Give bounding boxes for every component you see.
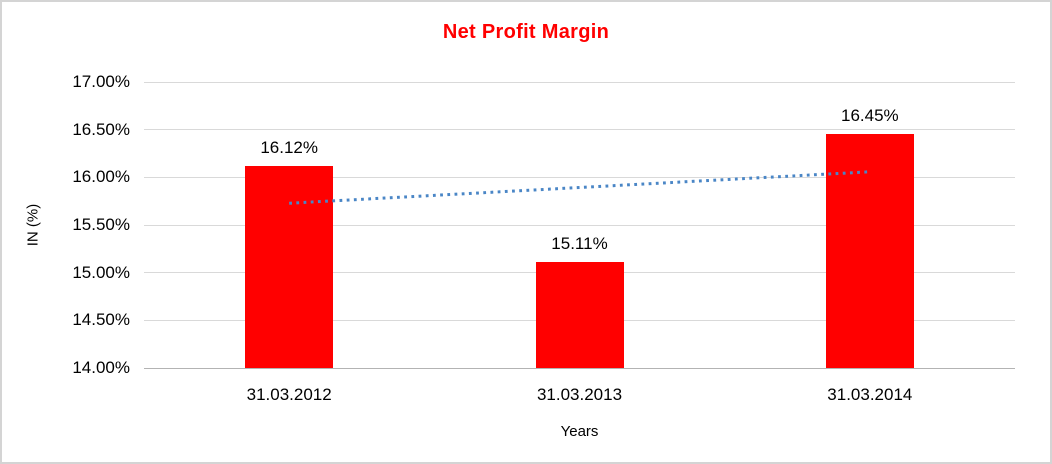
x-axis-tick-label: 31.03.2013 bbox=[536, 385, 623, 404]
x-axis-baseline bbox=[144, 367, 1015, 369]
chart-title: Net Profit Margin bbox=[442, 21, 610, 43]
y-axis-title: IN (%) bbox=[24, 203, 42, 247]
bar-value-label: 16.12% bbox=[260, 137, 318, 157]
y-axis-tick-label: 17.00% bbox=[72, 72, 130, 91]
bar-value-label: 16.45% bbox=[840, 106, 899, 126]
x-axis-tick-label: 31.03.2014 bbox=[827, 385, 913, 404]
bar-31.03.2014 bbox=[825, 134, 914, 368]
y-axis-tick-label: 14.50% bbox=[72, 310, 130, 330]
bar-31.03.2013 bbox=[535, 262, 624, 368]
gridline bbox=[144, 129, 1015, 131]
x-axis-title: Years bbox=[560, 423, 599, 440]
bar-31.03.2012 bbox=[245, 165, 334, 368]
y-axis-tick-label: 15.50% bbox=[72, 215, 130, 234]
bar-value-label: 15.11% bbox=[551, 234, 608, 254]
gridline bbox=[144, 224, 1015, 226]
y-axis-tick-label: 16.00% bbox=[72, 167, 130, 187]
y-axis-tick-label: 14.00% bbox=[72, 358, 130, 377]
gridline bbox=[144, 81, 1015, 83]
x-axis-tick-label: 31.03.2012 bbox=[246, 385, 332, 404]
y-axis-tick-label: 15.00% bbox=[72, 262, 130, 282]
y-axis-tick-label: 16.50% bbox=[72, 119, 130, 139]
